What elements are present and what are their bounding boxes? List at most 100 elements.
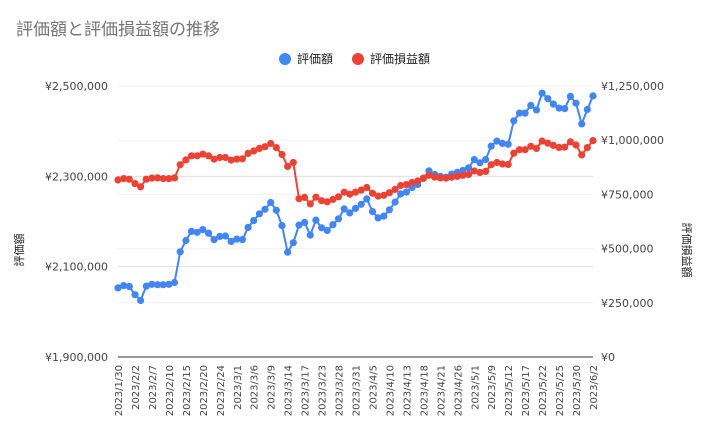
data-point[interactable]: [538, 137, 546, 145]
data-point[interactable]: [170, 174, 179, 182]
data-point[interactable]: [521, 146, 529, 154]
data-point[interactable]: [272, 144, 280, 152]
data-point[interactable]: [374, 214, 382, 222]
data-point[interactable]: [289, 239, 297, 247]
data-point[interactable]: [578, 151, 586, 159]
data-point[interactable]: [261, 205, 269, 213]
data-point[interactable]: [318, 224, 326, 232]
data-point[interactable]: [459, 171, 467, 179]
data-point[interactable]: [284, 248, 292, 256]
data-point[interactable]: [363, 195, 371, 203]
data-point[interactable]: [510, 149, 518, 157]
data-point[interactable]: [278, 150, 286, 159]
data-point[interactable]: [527, 142, 535, 150]
data-point[interactable]: [182, 236, 190, 245]
data-point[interactable]: [176, 161, 184, 169]
data-point[interactable]: [221, 153, 229, 162]
data-point[interactable]: [142, 175, 150, 183]
data-point[interactable]: [544, 139, 552, 147]
data-point[interactable]: [555, 104, 563, 112]
data-point[interactable]: [419, 174, 427, 182]
data-point[interactable]: [148, 280, 156, 288]
data-point[interactable]: [493, 137, 501, 145]
data-point[interactable]: [244, 149, 252, 157]
data-point[interactable]: [306, 231, 314, 239]
data-point[interactable]: [357, 200, 365, 208]
data-point[interactable]: [340, 188, 348, 196]
data-point[interactable]: [470, 167, 478, 175]
data-point[interactable]: [227, 237, 235, 245]
data-point[interactable]: [154, 281, 162, 289]
data-point[interactable]: [131, 180, 139, 188]
data-point[interactable]: [306, 200, 314, 208]
data-point[interactable]: [244, 223, 252, 231]
data-point[interactable]: [125, 282, 133, 291]
data-point[interactable]: [397, 181, 405, 190]
data-point[interactable]: [216, 153, 224, 162]
data-point[interactable]: [137, 296, 145, 305]
data-point[interactable]: [589, 137, 597, 145]
data-point[interactable]: [193, 152, 201, 160]
data-point[interactable]: [346, 209, 354, 217]
data-point[interactable]: [289, 158, 297, 167]
data-point[interactable]: [182, 156, 190, 164]
data-point[interactable]: [210, 236, 218, 244]
data-point[interactable]: [408, 178, 416, 187]
data-point[interactable]: [199, 150, 207, 158]
data-point[interactable]: [238, 155, 246, 163]
data-point[interactable]: [578, 120, 586, 128]
data-point[interactable]: [351, 204, 360, 212]
data-point[interactable]: [408, 184, 416, 192]
data-point[interactable]: [561, 143, 569, 151]
data-point[interactable]: [278, 222, 286, 230]
data-point[interactable]: [549, 141, 558, 149]
data-point[interactable]: [295, 195, 303, 203]
data-point[interactable]: [487, 161, 495, 169]
data-point[interactable]: [250, 147, 258, 155]
data-point[interactable]: [125, 175, 133, 183]
data-point[interactable]: [267, 198, 275, 207]
data-point[interactable]: [154, 174, 162, 182]
data-point[interactable]: [397, 190, 405, 198]
data-point[interactable]: [385, 206, 393, 214]
data-point[interactable]: [159, 175, 167, 183]
data-point[interactable]: [159, 281, 167, 289]
data-point[interactable]: [250, 217, 258, 225]
data-point[interactable]: [521, 109, 529, 117]
data-point[interactable]: [538, 89, 546, 97]
data-point[interactable]: [572, 99, 580, 107]
data-point[interactable]: [448, 173, 456, 181]
data-point[interactable]: [176, 248, 184, 256]
data-point[interactable]: [385, 189, 393, 197]
data-point[interactable]: [414, 177, 422, 185]
data-point[interactable]: [357, 186, 365, 194]
data-point[interactable]: [532, 106, 541, 114]
data-point[interactable]: [120, 282, 128, 290]
data-point[interactable]: [210, 155, 218, 163]
data-point[interactable]: [295, 221, 303, 229]
data-point[interactable]: [255, 210, 263, 218]
data-point[interactable]: [583, 144, 591, 152]
data-point[interactable]: [165, 175, 173, 183]
data-point[interactable]: [255, 144, 263, 152]
data-point[interactable]: [227, 156, 235, 164]
data-point[interactable]: [142, 282, 150, 290]
data-point[interactable]: [131, 291, 139, 299]
data-point[interactable]: [334, 193, 343, 201]
data-point[interactable]: [493, 158, 501, 167]
data-point[interactable]: [199, 226, 207, 234]
data-point[interactable]: [589, 92, 597, 100]
data-point[interactable]: [193, 228, 201, 236]
data-point[interactable]: [402, 181, 410, 189]
data-point[interactable]: [532, 144, 541, 152]
data-point[interactable]: [233, 235, 241, 243]
data-point[interactable]: [515, 109, 524, 117]
data-point[interactable]: [380, 212, 388, 220]
data-point[interactable]: [504, 160, 512, 169]
data-point[interactable]: [351, 188, 360, 196]
data-point[interactable]: [504, 140, 512, 148]
data-point[interactable]: [544, 95, 552, 103]
data-point[interactable]: [515, 146, 524, 154]
data-point[interactable]: [137, 183, 145, 191]
data-point[interactable]: [233, 155, 241, 163]
